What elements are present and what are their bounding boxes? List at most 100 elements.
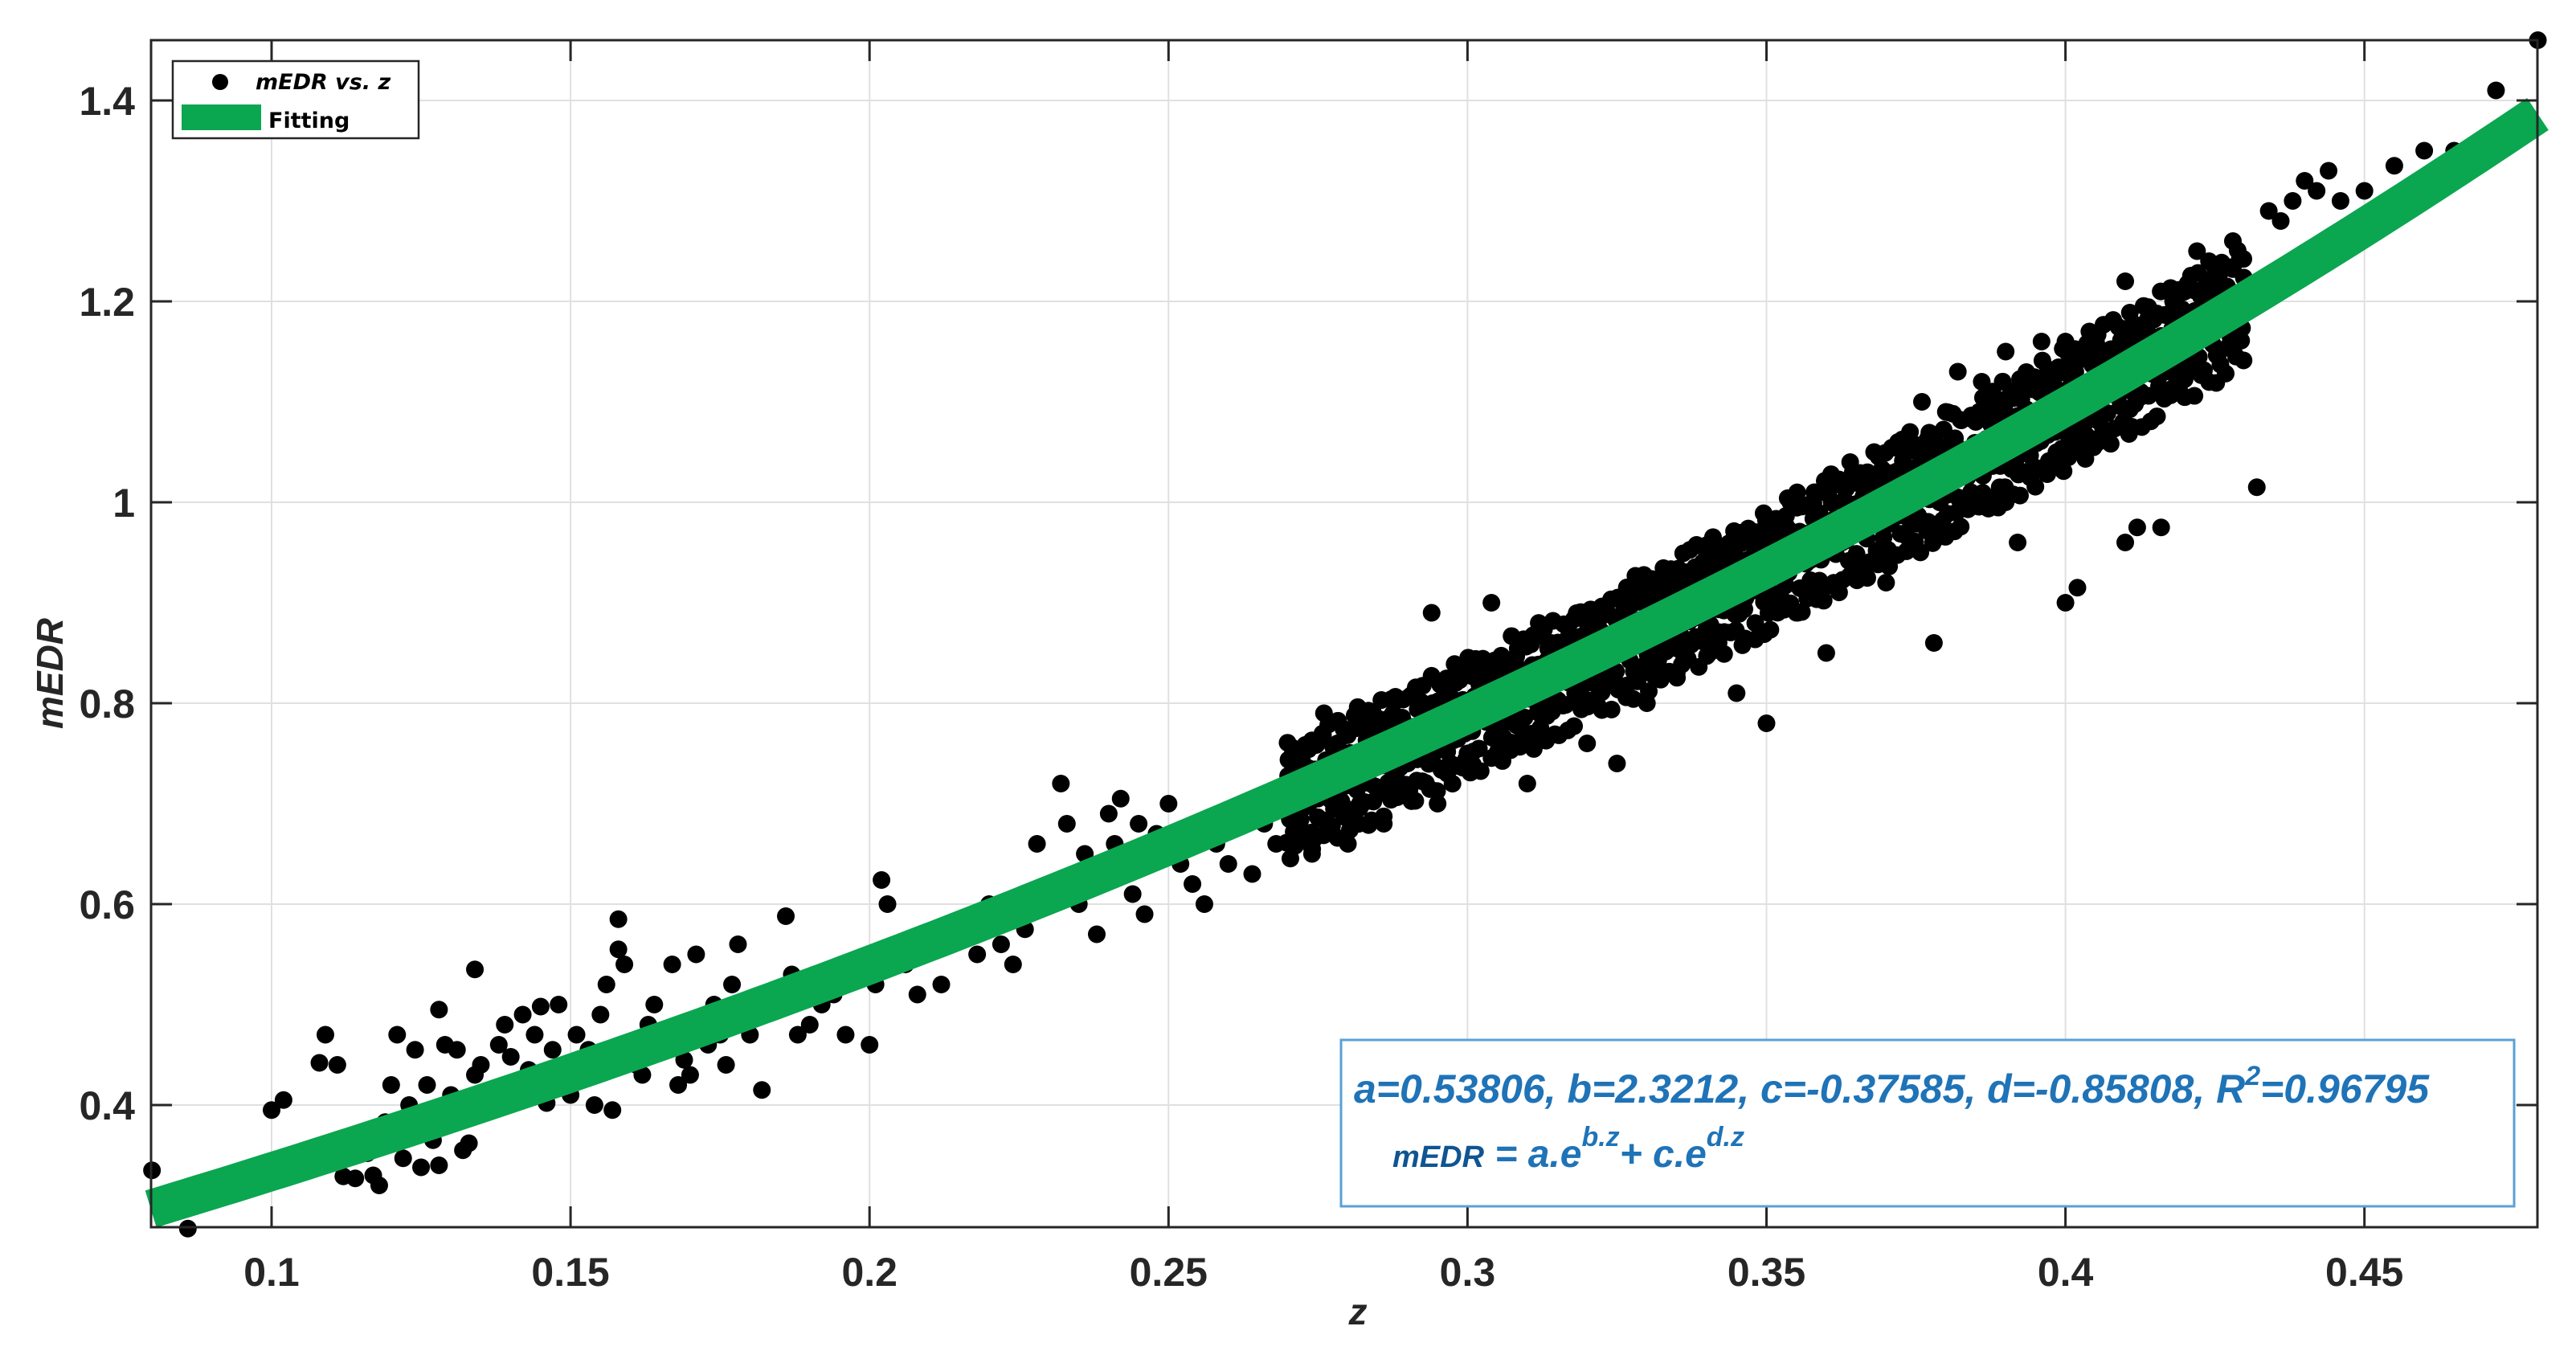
data-point (1997, 342, 2015, 361)
legend-item-fitting: Fitting (268, 108, 350, 133)
data-point (717, 1056, 735, 1074)
data-point (1159, 795, 1178, 813)
data-point (2385, 157, 2403, 175)
data-point (1924, 634, 1943, 652)
data-point (1518, 775, 1536, 792)
x-tick-labels: 0.1 0.15 0.2 0.25 0.3 0.35 0.4 0.45 (243, 1250, 2403, 1295)
data-point (543, 1041, 562, 1059)
data-point (328, 1056, 346, 1074)
data-point (861, 1036, 879, 1054)
data-point (591, 1005, 610, 1024)
data-point (316, 1025, 334, 1044)
data-point (675, 1050, 693, 1069)
data-point (472, 1056, 490, 1074)
data-point (2116, 272, 2135, 290)
data-point (501, 1048, 520, 1066)
data-point (2116, 534, 2135, 551)
data-point (992, 935, 1010, 953)
data-point (1578, 735, 1597, 752)
data-point (2259, 202, 2278, 220)
data-point (2056, 594, 2075, 612)
y-tick-label: 1 (112, 481, 135, 526)
y-tick-label: 1.4 (79, 79, 135, 124)
legend-green-bar-icon (182, 104, 261, 130)
data-point (513, 1005, 532, 1024)
data-point (1948, 362, 1967, 381)
y-tick-label: 1.2 (79, 280, 135, 325)
data-point (1087, 925, 1106, 944)
data-point (597, 976, 615, 993)
x-tick-label: 0.4 (2038, 1250, 2094, 1295)
data-point (836, 1025, 855, 1044)
grid-lines (151, 40, 2537, 1227)
data-point (1422, 604, 1441, 622)
data-point (609, 910, 628, 928)
data-point (263, 1101, 280, 1120)
data-point (800, 1016, 819, 1034)
data-point (1135, 905, 1154, 923)
data-point (1111, 789, 1130, 808)
data-point (460, 1134, 478, 1152)
y-axis-label: mEDR (29, 618, 71, 729)
data-point (687, 945, 705, 964)
data-point (2128, 518, 2146, 537)
y-tick-label: 0.4 (79, 1083, 135, 1128)
legend[interactable]: mEDR vs. z Fitting (171, 59, 420, 140)
data-point (1728, 684, 1746, 702)
data-point (1184, 875, 1202, 893)
data-point (1195, 895, 1213, 913)
data-point (2247, 478, 2266, 497)
data-point (2415, 141, 2434, 160)
data-point (274, 1091, 292, 1109)
data-point (550, 996, 568, 1013)
data-point (388, 1025, 407, 1044)
data-point (2188, 242, 2206, 260)
data-point (178, 1219, 197, 1238)
data-point (1052, 775, 1070, 792)
data-point (1130, 815, 1148, 833)
fit-parameters-text: a=0.53806, b=2.3212, c=-0.37585, d=-0.85… (1354, 1061, 2430, 1111)
data-point (603, 1101, 622, 1120)
data-point (418, 1076, 436, 1094)
x-tick-label: 0.15 (531, 1250, 609, 1295)
data-point (663, 956, 681, 973)
x-axis-label: z (1348, 1291, 1368, 1332)
fit-curve (145, 97, 2549, 1228)
data-point (1608, 755, 1626, 772)
data-point (1877, 574, 1895, 591)
data-point (1219, 855, 1237, 873)
data-point (2296, 172, 2314, 190)
x-tick-label: 0.3 (1440, 1250, 1496, 1295)
plot-area (151, 40, 2537, 1227)
fit-line (145, 97, 2549, 1228)
data-point (2009, 534, 2027, 551)
data-point (968, 945, 987, 964)
legend-item-scatter: mEDR vs. z (256, 70, 391, 95)
data-point (448, 1041, 466, 1059)
data-point (615, 956, 634, 973)
axis-ticks (151, 40, 2537, 1227)
y-tick-label: 0.8 (79, 682, 135, 727)
data-point (723, 976, 742, 993)
data-point (430, 1156, 448, 1174)
data-point (633, 1066, 652, 1084)
data-point (729, 935, 747, 953)
x-tick-label: 0.1 (243, 1250, 300, 1295)
data-point (1028, 835, 1046, 853)
x-tick-label: 0.35 (1728, 1250, 1805, 1295)
data-point (1123, 885, 1142, 903)
data-point (567, 1025, 586, 1044)
data-point (908, 985, 926, 1004)
x-tick-label: 0.25 (1130, 1250, 1208, 1295)
data-point (873, 871, 891, 889)
y-tick-label: 0.6 (79, 882, 135, 927)
data-point (1243, 865, 1261, 883)
data-point (310, 1054, 329, 1072)
data-point (2152, 518, 2170, 537)
data-point (932, 976, 951, 993)
data-point (1429, 795, 1447, 813)
x-tick-label: 0.45 (2325, 1250, 2403, 1295)
data-point (788, 1025, 807, 1044)
data-point (370, 1177, 388, 1194)
